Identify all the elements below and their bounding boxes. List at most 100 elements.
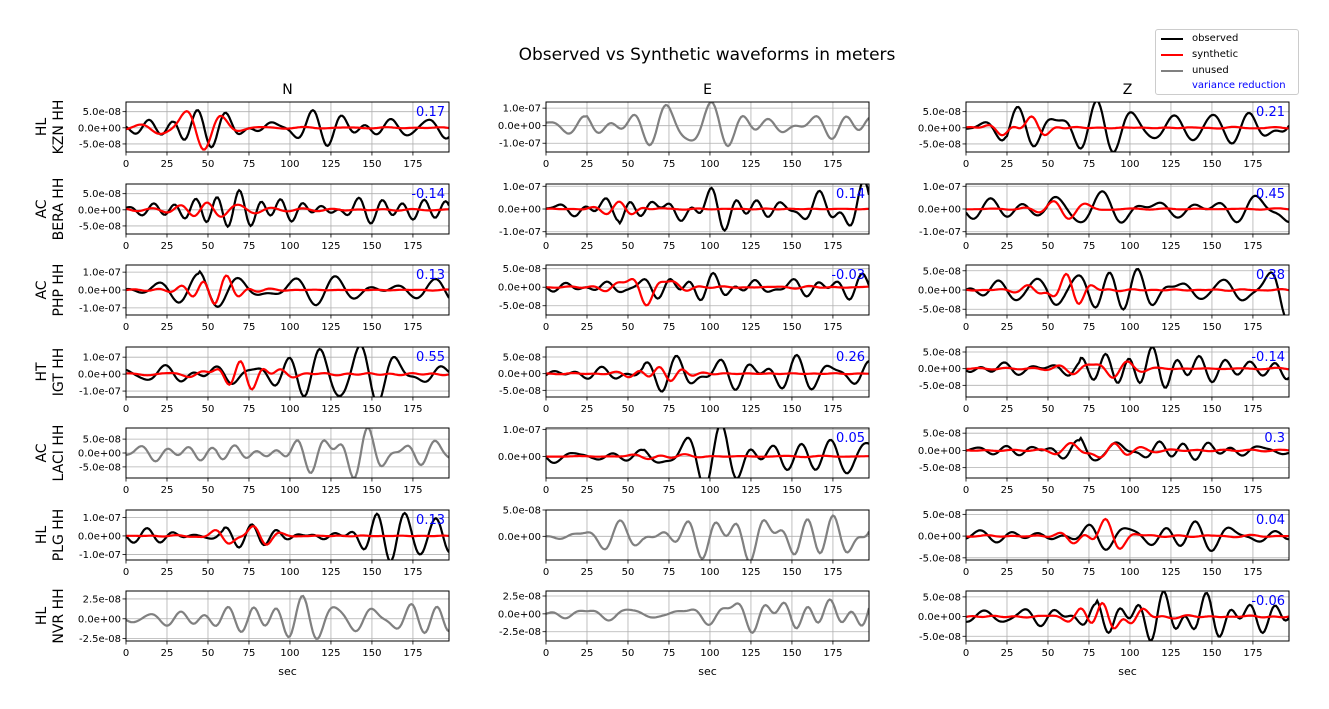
x-tick-label: 0 xyxy=(963,485,969,496)
y-tick-label: 5.0e-08 xyxy=(923,266,961,277)
x-tick-label: 175 xyxy=(1243,241,1262,252)
panel-frame xyxy=(125,346,450,398)
panel-frame xyxy=(965,183,1290,235)
x-tick-label: 25 xyxy=(161,404,174,415)
panel-frame xyxy=(125,427,450,479)
x-tick-label: 100 xyxy=(1120,648,1139,659)
observed-trace xyxy=(126,269,449,308)
y-tick-label: 1.0e-07 xyxy=(503,104,541,115)
x-tick-label: 50 xyxy=(202,404,215,415)
x-tick-label: 175 xyxy=(403,322,422,333)
y-tick-label: 0.0e+00 xyxy=(498,532,541,543)
x-tick-label: 0 xyxy=(123,648,129,659)
x-tick-label: 0 xyxy=(123,404,129,415)
panel-frame xyxy=(125,590,450,642)
x-tick-label: 0 xyxy=(963,241,969,252)
variance-reduction-label: -0.03 xyxy=(831,268,865,283)
station-label-line: PLG HH xyxy=(51,509,67,562)
x-tick-label: 75 xyxy=(1083,159,1096,170)
variance-reduction-label: 0.13 xyxy=(416,268,445,283)
y-tick-label: 0.0e+00 xyxy=(918,205,961,216)
x-tick-label: 75 xyxy=(663,241,676,252)
x-tick-label: 75 xyxy=(663,567,676,578)
panel-frame xyxy=(545,590,870,642)
x-tick-label: 100 xyxy=(1120,404,1139,415)
panel-6-n: 2.5e-08 0.0e+00 -2.5e-080 25 50 75 100 125 150 17… xyxy=(78,590,450,659)
panel-frame xyxy=(545,264,870,316)
x-tick-label: 175 xyxy=(403,648,422,659)
x-tick-label: 50 xyxy=(1042,159,1055,170)
x-tick-label: 175 xyxy=(1243,648,1262,659)
x-tick-label: 25 xyxy=(1001,404,1014,415)
station-label-line: AC xyxy=(34,280,50,299)
x-tick-label: 75 xyxy=(663,485,676,496)
x-tick-label: 150 xyxy=(782,159,801,170)
panel-5-e: 5.0e-08 0.0e+00 0 25 50 75 100 125 150 175 xyxy=(498,506,870,578)
x-tick-label: 125 xyxy=(741,159,760,170)
x-tick-label: 175 xyxy=(823,404,842,415)
y-tick-label: -5.0e-08 xyxy=(919,139,961,150)
y-tick-label: 5.0e-08 xyxy=(923,592,961,603)
x-tick-label: 175 xyxy=(823,648,842,659)
x-tick-label: 0 xyxy=(543,648,549,659)
x-tick-label: 50 xyxy=(202,322,215,333)
x-tick-label: 0 xyxy=(963,567,969,578)
x-tick-label: 100 xyxy=(700,567,719,578)
x-tick-label: 100 xyxy=(700,404,719,415)
x-tick-label: 75 xyxy=(663,648,676,659)
x-tick-label: 50 xyxy=(1042,404,1055,415)
station-label-line: AC xyxy=(34,443,50,462)
panel-frame xyxy=(545,183,870,235)
station-label-line: NVR HH xyxy=(51,588,67,643)
synthetic-trace xyxy=(546,200,869,216)
x-tick-label: 50 xyxy=(622,567,635,578)
y-tick-label: -1.0e-07 xyxy=(499,227,541,238)
x-tick-label: 25 xyxy=(161,322,174,333)
x-tick-label: 50 xyxy=(622,159,635,170)
observed-trace xyxy=(966,190,1289,224)
x-tick-label: 150 xyxy=(362,241,381,252)
x-tick-label: 125 xyxy=(741,404,760,415)
panel-2-z: 5.0e-08 0.0e+00 -5.0e-080 25 50 75 100 125 150 17… xyxy=(918,264,1290,333)
x-tick-label: 100 xyxy=(700,241,719,252)
legend-label-unused: unused xyxy=(1192,65,1229,76)
y-tick-label: 0.0e+00 xyxy=(918,364,961,375)
panel-grid: N E ZHL KZN HH 5.0e-080.0e+00-5.0e-080 25 50 75… xyxy=(34,82,1290,678)
y-tick-label: -5.0e-08 xyxy=(919,463,961,474)
x-tick-label: 175 xyxy=(1243,567,1262,578)
x-tick-label: 100 xyxy=(700,648,719,659)
y-tick-label: 0.0e+00 xyxy=(918,446,961,457)
x-tick-label: 150 xyxy=(1202,485,1221,496)
x-tick-label: 50 xyxy=(1042,648,1055,659)
x-tick-label: 175 xyxy=(403,159,422,170)
x-tick-label: 150 xyxy=(1202,159,1221,170)
y-tick-label: -5.0e-08 xyxy=(919,553,961,564)
x-tick-label: 100 xyxy=(1120,322,1139,333)
x-tick-label: 100 xyxy=(700,322,719,333)
x-tick-label: 100 xyxy=(700,485,719,496)
x-tick-label: 0 xyxy=(963,322,969,333)
y-tick-label: 0.0e+00 xyxy=(498,369,541,380)
x-tick-label: 150 xyxy=(362,159,381,170)
y-tick-label: 5.0e-08 xyxy=(83,435,121,446)
x-tick-label: 50 xyxy=(1042,322,1055,333)
synthetic-trace xyxy=(126,359,449,391)
x-tick-label: 100 xyxy=(280,567,299,578)
synthetic-trace xyxy=(546,278,869,307)
x-tick-label: 125 xyxy=(1161,404,1180,415)
panel-frame xyxy=(965,264,1290,316)
panel-frame xyxy=(965,101,1290,153)
variance-reduction-label: 0.55 xyxy=(416,350,445,365)
y-tick-label: -5.0e-08 xyxy=(919,632,961,643)
variance-reduction-label: 0.05 xyxy=(836,431,865,446)
x-tick-label: 50 xyxy=(1042,485,1055,496)
x-tick-label: 175 xyxy=(1243,485,1262,496)
x-tick-label: 100 xyxy=(280,404,299,415)
station-label-line: PHP HH xyxy=(51,264,67,317)
y-tick-label: 1.0e-07 xyxy=(83,513,121,524)
panel-frame xyxy=(965,590,1290,642)
y-tick-label: 5.0e-08 xyxy=(83,107,121,118)
station-label-5: HL PLG HH xyxy=(34,509,67,562)
x-tick-label: 50 xyxy=(202,567,215,578)
y-tick-label: 1.0e-07 xyxy=(923,182,961,193)
